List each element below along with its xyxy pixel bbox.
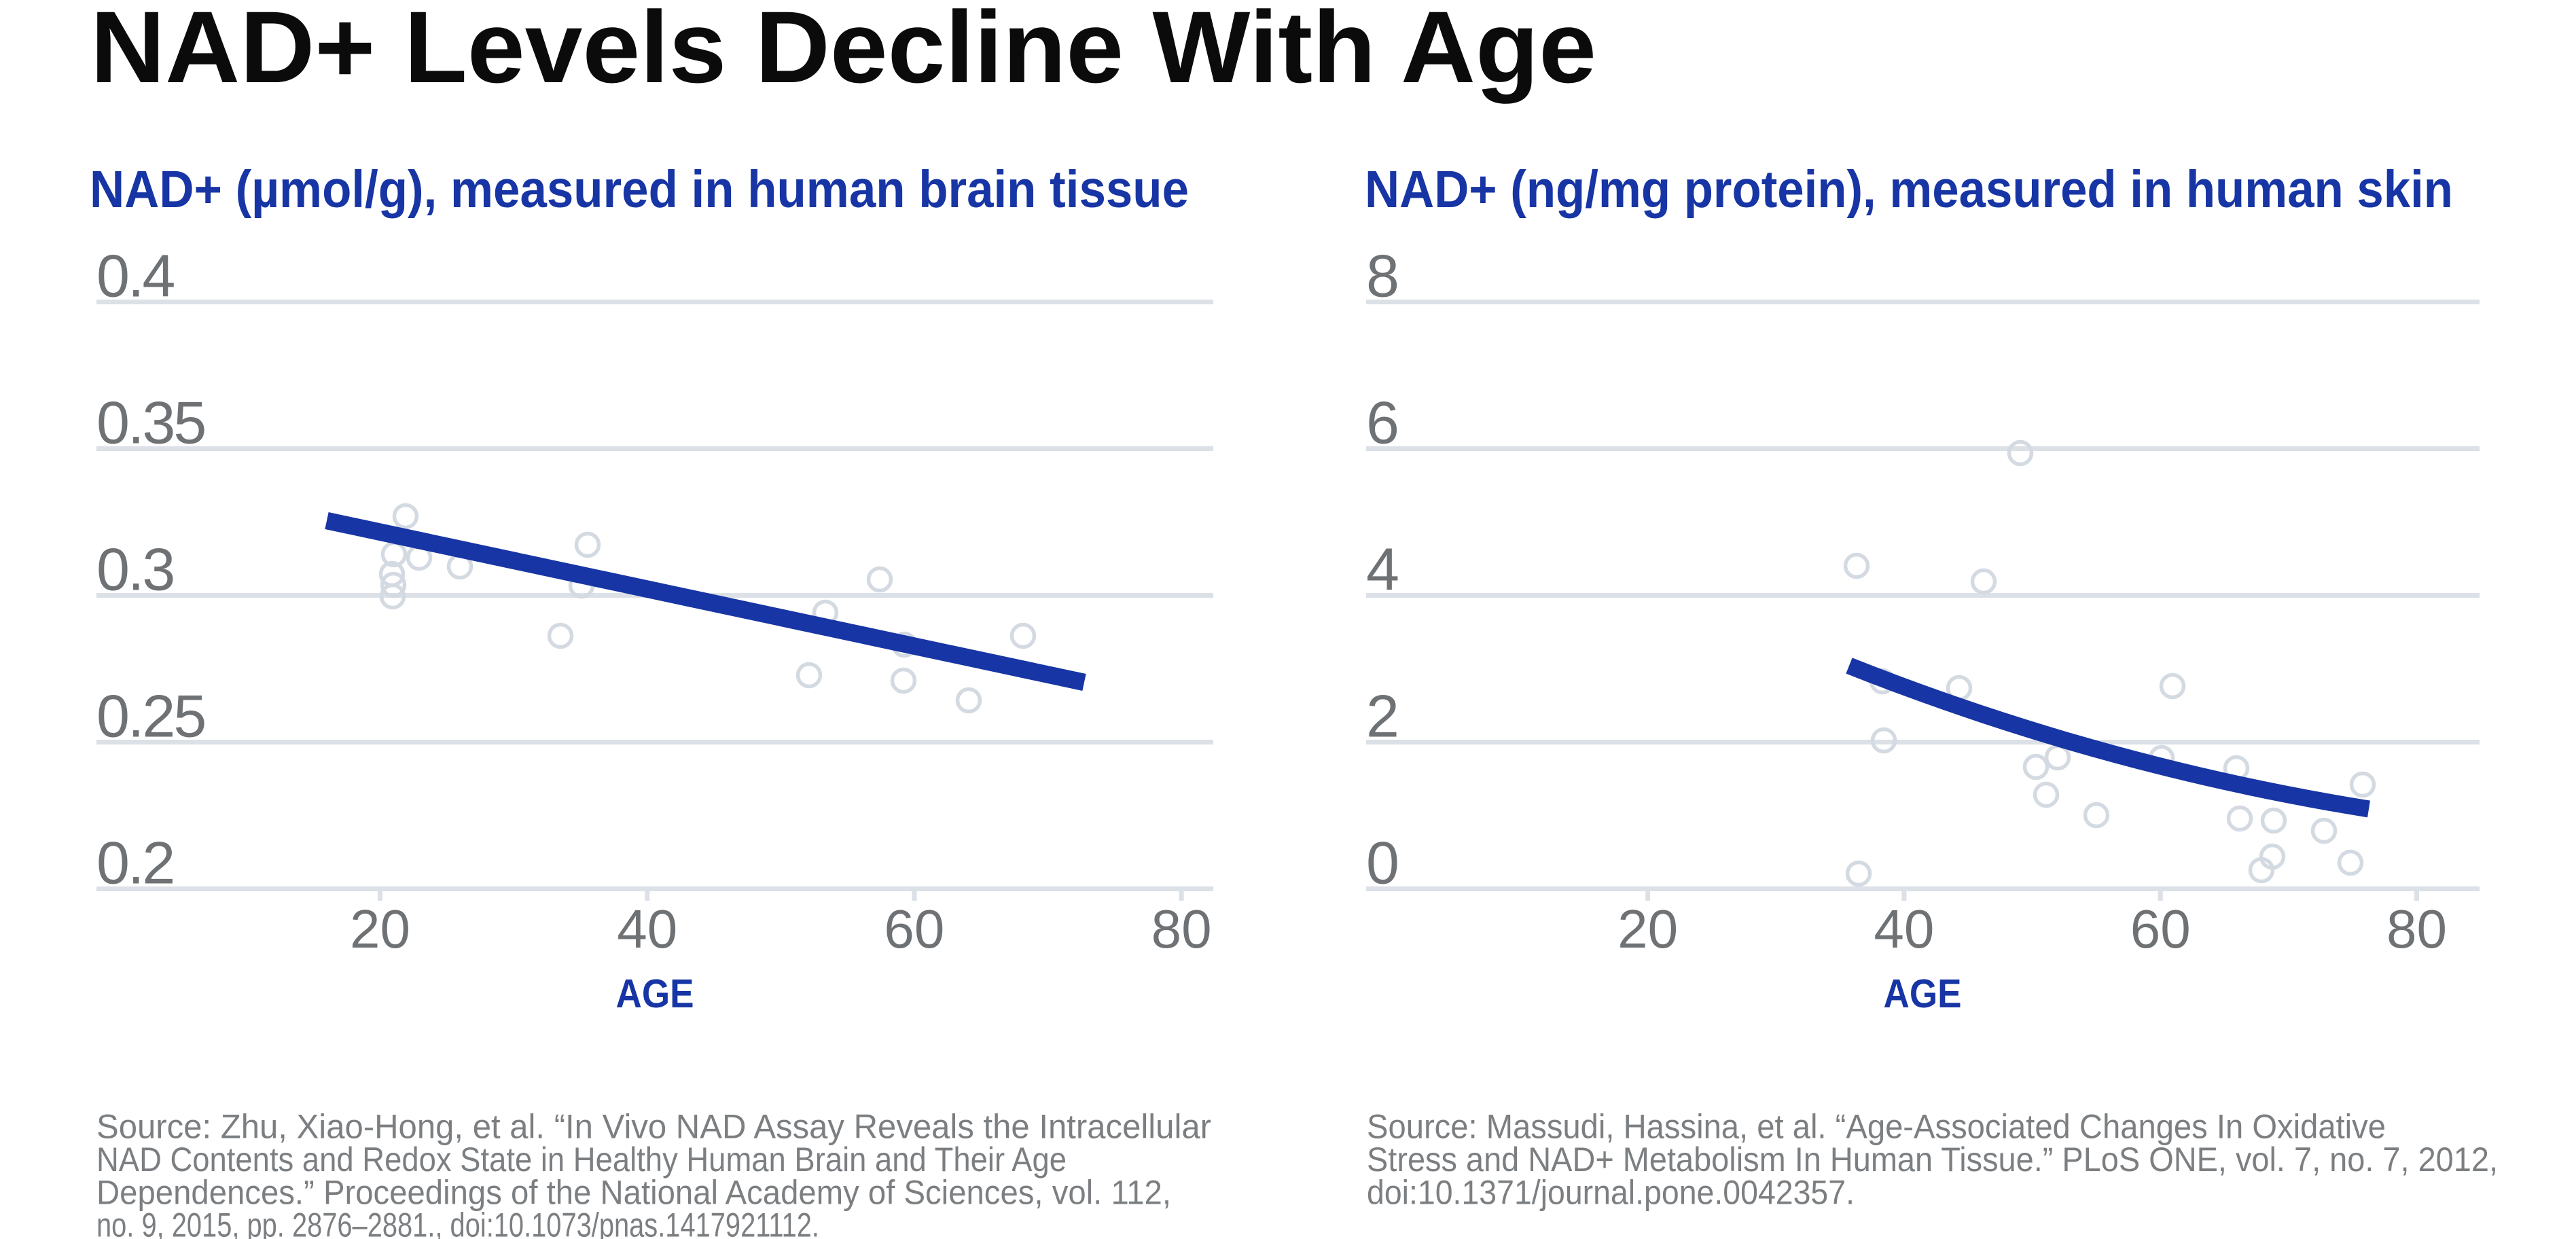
svg-text:Stress and NAD+ Metabolism In: Stress and NAD+ Metabolism In Human Tiss… <box>1367 1141 2498 1179</box>
svg-text:20: 20 <box>1617 899 1678 959</box>
svg-text:doi:10.1371/journal.pone.00423: doi:10.1371/journal.pone.0042357. <box>1367 1173 1855 1211</box>
svg-text:no. 9, 2015, pp. 2876–2881., d: no. 9, 2015, pp. 2876–2881., doi:10.1073… <box>96 1206 819 1239</box>
svg-text:Dependences.” Proceedings of t: Dependences.” Proceedings of the Nationa… <box>96 1173 1171 1211</box>
svg-text:0.3: 0.3 <box>96 536 173 603</box>
svg-text:NAD+ Levels Decline With Age: NAD+ Levels Decline With Age <box>90 0 1596 104</box>
svg-text:6: 6 <box>1366 389 1399 456</box>
svg-text:0: 0 <box>1366 829 1399 897</box>
svg-text:60: 60 <box>884 899 944 959</box>
svg-text:40: 40 <box>1874 899 1934 959</box>
svg-text:4: 4 <box>1366 536 1399 603</box>
svg-text:20: 20 <box>350 899 410 959</box>
svg-text:80: 80 <box>2386 899 2447 959</box>
svg-text:NAD+ (µmol/g), measured in hum: NAD+ (µmol/g), measured in human brain t… <box>90 160 1189 219</box>
svg-text:AGE: AGE <box>1884 971 1962 1016</box>
svg-text:Source: Massudi, Hassina, et a: Source: Massudi, Hassina, et al. “Age-As… <box>1367 1108 2386 1146</box>
svg-text:NAD+ (ng/mg protein), measured: NAD+ (ng/mg protein), measured in human … <box>1365 160 2453 219</box>
svg-text:40: 40 <box>617 899 677 959</box>
svg-text:0.2: 0.2 <box>96 829 173 897</box>
svg-text:2: 2 <box>1366 683 1399 750</box>
svg-text:Source: Zhu, Xiao-Hong, et al.: Source: Zhu, Xiao-Hong, et al. “In Vivo … <box>96 1108 1211 1146</box>
svg-text:0.35: 0.35 <box>96 389 204 456</box>
svg-text:NAD Contents and Redox State i: NAD Contents and Redox State in Healthy … <box>96 1141 1067 1179</box>
svg-text:AGE: AGE <box>616 971 694 1016</box>
svg-text:60: 60 <box>2130 899 2191 959</box>
svg-text:8: 8 <box>1366 243 1399 310</box>
svg-text:0.4: 0.4 <box>96 243 174 310</box>
svg-text:80: 80 <box>1151 899 1212 959</box>
svg-text:0.25: 0.25 <box>96 683 204 750</box>
